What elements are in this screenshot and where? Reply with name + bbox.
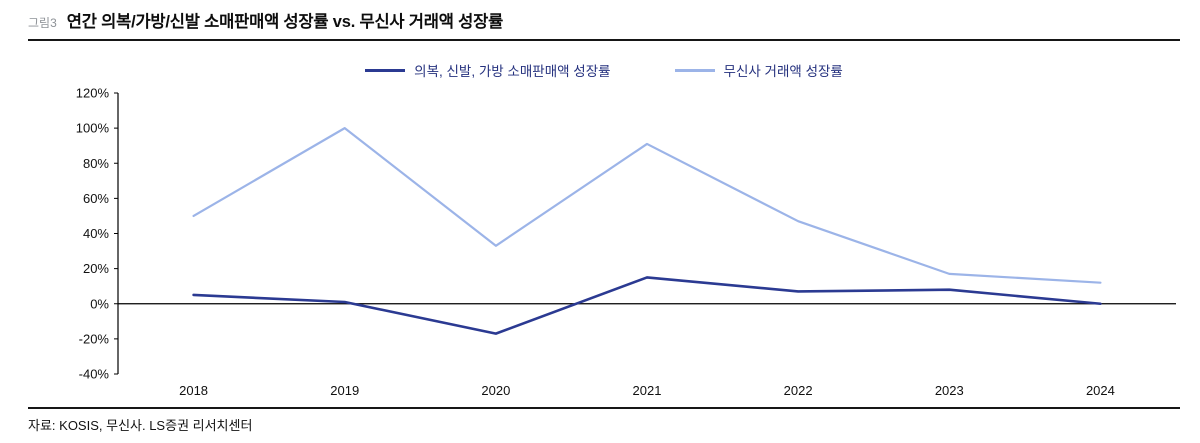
legend-label-musinsa-growth: 무신사 거래액 성장률 — [723, 64, 843, 79]
figure-title: 연간 의복/가방/신발 소매판매액 성장률 vs. 무신사 거래액 성장률 — [66, 13, 504, 31]
chart-area: 의복, 신발, 가방 소매판매액 성장률 무신사 거래액 성장률 -40% -20… — [28, 61, 1180, 405]
figure-footer: 자료: KOSIS, 무신사. LS증권 리서치센터 — [28, 407, 1180, 434]
svg-text:-40%: -40% — [79, 367, 110, 382]
chart-legend: 의복, 신발, 가방 소매판매액 성장률 무신사 거래액 성장률 — [28, 61, 1180, 79]
svg-text:2020: 2020 — [481, 383, 510, 398]
svg-text:-20%: -20% — [79, 331, 110, 346]
legend-item-musinsa-growth: 무신사 거래액 성장률 — [674, 60, 843, 80]
svg-text:2022: 2022 — [784, 383, 813, 398]
svg-text:120%: 120% — [76, 86, 110, 101]
svg-text:80%: 80% — [83, 156, 109, 171]
svg-text:40%: 40% — [83, 226, 109, 241]
svg-text:2018: 2018 — [179, 383, 208, 398]
svg-text:2021: 2021 — [633, 383, 662, 398]
svg-text:2023: 2023 — [935, 383, 964, 398]
line-chart: -40% -20% 0% 20% 40% 60% 80% 100% 120% 2018 2019 20… — [76, 86, 1176, 398]
figure-number: 그림3 — [28, 16, 57, 30]
svg-text:20%: 20% — [83, 261, 109, 276]
legend-label-retail-growth: 의복, 신발, 가방 소매판매액 성장률 — [414, 64, 611, 79]
svg-text:60%: 60% — [83, 191, 109, 206]
svg-text:0%: 0% — [90, 296, 109, 311]
svg-text:2024: 2024 — [1086, 383, 1115, 398]
series2-line-swatch — [674, 68, 715, 72]
svg-text:2019: 2019 — [330, 383, 359, 398]
legend-item-retail-growth: 의복, 신발, 가방 소매판매액 성장률 — [365, 60, 611, 80]
source-note: 자료: KOSIS, 무신사. LS증권 리서치센터 — [28, 418, 253, 433]
figure-header: 그림3 연간 의복/가방/신발 소매판매액 성장률 vs. 무신사 거래액 성장… — [28, 8, 1180, 41]
svg-text:100%: 100% — [76, 121, 110, 136]
series1-line-swatch — [365, 68, 406, 72]
